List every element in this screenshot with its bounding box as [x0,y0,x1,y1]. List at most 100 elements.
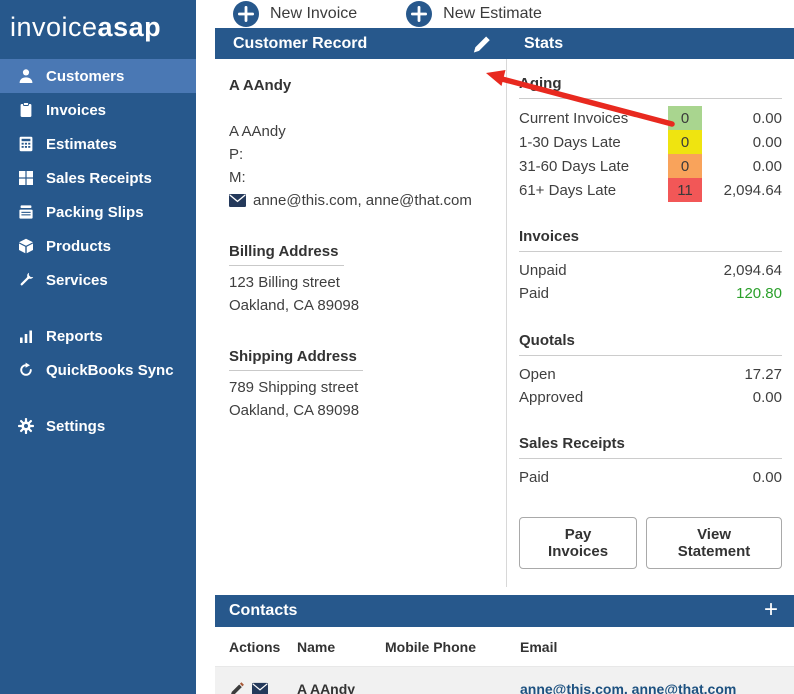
aging-row: 31-60 Days Late 0 0.00 [519,154,782,178]
billing-address-block: Billing Address 123 Billing street Oakla… [229,241,490,318]
new-invoice-button[interactable]: New Invoice [232,0,357,28]
add-contact-icon[interactable]: + [763,596,778,624]
stats-buttons-row: Pay Invoices View Statement [519,517,782,570]
aging-count-badge: 11 [668,178,702,202]
aging-row: 1-30 Days Late 0 0.00 [519,130,782,154]
column-header-mobile: Mobile Phone [385,638,476,655]
aging-amount: 0.00 [752,133,782,151]
mobile-line: M: [229,169,246,186]
sidebar-item-label: Products [46,237,112,255]
invoices-section: Invoices Unpaid 2,094.64 Paid 120.80 [519,228,782,306]
plus-circle-icon [233,1,259,27]
content-area: Customer Record A AAndy A AAndy P: M: [196,28,794,694]
quotals-section: Quotals Open 17.27 Approved 0.00 [519,332,782,410]
quotals-heading: Quotals [519,332,782,356]
invoices-heading: Invoices [519,228,782,252]
aging-label: 31-60 Days Late [519,157,630,175]
aging-row: 61+ Days Late 11 2,094.64 [519,178,782,202]
aging-count-badge: 0 [668,154,702,178]
calculator-icon [17,136,35,152]
stat-row: Unpaid 2,094.64 [519,259,782,282]
sidebar-item-customers[interactable]: Customers [0,59,196,93]
column-header-email: Email [520,638,558,655]
contact-table-row[interactable]: A AAndy anne@this.com, anne@that.com [215,667,794,694]
sidebar-item-label: Estimates [46,135,117,153]
sidebar-item-packing-slips[interactable]: Packing Slips [0,195,196,229]
column-header-actions: Actions [229,638,281,655]
stats-panel: Stats Aging Current Invoices 0 0.00 1-30… [506,28,794,588]
stat-amount: 0.00 [752,388,782,406]
sidebar-item-products[interactable]: Products [0,229,196,263]
sidebar-group-gap [0,297,196,319]
aging-amount: 2,094.64 [723,181,782,199]
contact-mobile-cell [385,667,520,694]
package-icon [17,238,35,254]
new-invoice-label: New Invoice [270,5,358,22]
stat-amount: 2,094.64 [723,262,782,279]
stats-title: Stats [524,34,564,52]
contact-name: A AAndy [229,122,286,140]
clipboard-icon [17,102,35,118]
customer-record-header: Customer Record [215,28,506,59]
sales-receipts-section: Sales Receipts Paid 0.00 [519,435,782,489]
sidebar-item-label: QuickBooks Sync [46,361,174,379]
shipping-address-block: Shipping Address 789 Shipping street Oak… [229,346,490,423]
billing-line2: Oakland, CA 89098 [229,297,360,315]
sidebar-item-label: Invoices [46,101,107,119]
contacts-table-header: Actions Name Mobile Phone Email [215,627,794,668]
stat-row: Paid 0.00 [519,466,782,489]
main-area: New Invoice New Estimate Customer Record [196,0,794,694]
sidebar-item-reports[interactable]: Reports [0,319,196,353]
aging-count-badge: 0 [668,130,702,154]
new-estimate-button[interactable]: New Estimate [405,0,542,28]
stat-label: Open [519,365,556,383]
bar-chart-icon [17,328,35,344]
gear-icon [17,418,35,434]
customer-emails[interactable]: anne@this.com, anne@that.com [253,192,472,210]
stat-amount: 0.00 [752,469,782,486]
envelope-icon [229,194,246,208]
sidebar-item-services[interactable]: Services [0,263,196,297]
contacts-panel: Contacts + Actions Name Mobile Phone Ema… [215,595,794,694]
record-stats-row: Customer Record A AAndy A AAndy P: M: [215,28,794,588]
contact-name-cell: A AAndy [297,681,356,694]
aging-row: Current Invoices 0 0.00 [519,106,782,130]
stat-label: Approved [519,388,584,406]
stat-amount: 17.27 [744,365,782,383]
plus-circle-icon [406,1,433,27]
sidebar-item-sales-receipts[interactable]: Sales Receipts [0,161,196,195]
edit-contact-pencil-icon[interactable] [229,681,245,694]
billing-line1: 123 Billing street [229,274,340,291]
sidebar-item-estimates[interactable]: Estimates [0,127,196,161]
sidebar-item-label: Settings [46,417,106,435]
topbar: New Invoice New Estimate [196,0,794,28]
wrench-icon [17,272,35,288]
documents-stack-icon [17,204,35,220]
stat-label: Unpaid [519,262,567,279]
stats-body: Aging Current Invoices 0 0.00 1-30 Days … [506,59,794,588]
stats-header: Stats [506,28,794,59]
sidebar-item-invoices[interactable]: Invoices [0,93,196,127]
email-line: anne@this.com, anne@that.com [229,189,490,212]
stat-row: Open 17.27 [519,363,782,386]
sidebar-item-settings[interactable]: Settings [0,409,196,443]
aging-count-badge: 0 [668,106,702,130]
edit-pencil-icon[interactable] [472,34,492,54]
contact-email-cell[interactable]: anne@this.com, anne@that.com [520,681,737,694]
person-icon [17,68,35,84]
customer-record-title: Customer Record [233,34,368,52]
sidebar-item-quickbooks-sync[interactable]: QuickBooks Sync [0,353,196,387]
pay-invoices-button[interactable]: Pay Invoices [519,517,638,570]
email-contact-envelope-icon[interactable] [252,681,268,694]
stat-row: Paid 120.80 [519,282,782,305]
new-estimate-label: New Estimate [443,5,542,22]
stat-row: Approved 0.00 [519,386,782,409]
sales-receipts-heading: Sales Receipts [519,435,782,459]
view-statement-button[interactable]: View Statement [646,517,782,570]
stat-amount-paid: 120.80 [736,285,782,303]
sidebar-item-label: Sales Receipts [46,169,152,187]
aging-heading: Aging [519,75,782,99]
billing-address-heading: Billing Address [229,241,345,266]
logo-bold-part: asap [97,12,162,42]
